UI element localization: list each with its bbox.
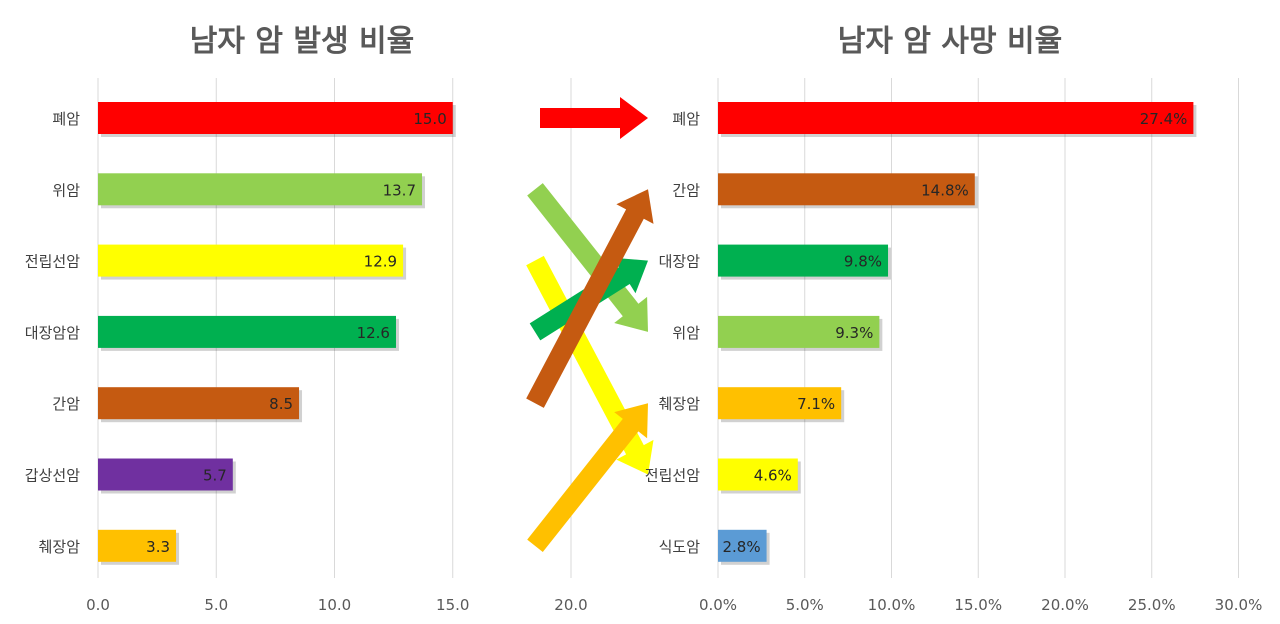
mortality-category-label: 폐암 — [672, 110, 700, 128]
incidence-tick-label: 20.0 — [554, 596, 587, 614]
incidence-bar — [98, 102, 453, 134]
mortality-tick-label: 5.0% — [786, 596, 824, 614]
incidence-chart-title: 남자 암 발생 비율 — [190, 24, 415, 59]
incidence-category-label: 위암 — [52, 181, 80, 199]
incidence-tick-label: 5.0 — [204, 596, 228, 614]
mortality-bar — [718, 244, 889, 277]
connector-arrow — [540, 97, 648, 139]
incidence-tick-label: 10.0 — [318, 596, 351, 614]
incidence-value-label: 5.7 — [203, 467, 227, 485]
incidence-value-label: 12.9 — [364, 253, 397, 271]
incidence-bar — [98, 529, 177, 562]
incidence-value-label: 15.0 — [413, 110, 446, 128]
incidence-bar — [98, 387, 300, 420]
mortality-category-label: 췌장암 — [659, 395, 701, 413]
connector-arrow — [526, 189, 654, 408]
incidence-category-label: 췌장암 — [39, 538, 81, 556]
mortality-category-label: 간암 — [672, 181, 700, 199]
mortality-category-label: 대장암 — [659, 253, 701, 271]
incidence-value-label: 8.5 — [269, 395, 293, 413]
incidence-tick-label: 15.0 — [436, 596, 469, 614]
mortality-bar — [718, 529, 767, 562]
incidence-bar — [98, 244, 404, 277]
mortality-bar — [718, 315, 880, 348]
incidence-value-label: 3.3 — [146, 538, 170, 556]
incidence-bar — [98, 315, 396, 348]
incidence-category-label: 갑상선암 — [25, 467, 80, 485]
mortality-bar — [718, 173, 975, 206]
connector-arrows — [526, 97, 654, 552]
mortality-bar — [718, 458, 798, 491]
mortality-chart-title: 남자 암 사망 비율 — [838, 24, 1063, 59]
mortality-value-label: 4.6% — [754, 467, 792, 485]
mortality-tick-label: 10.0% — [868, 596, 916, 614]
mortality-value-label: 7.1% — [797, 395, 835, 413]
incidence-category-label: 폐암 — [52, 110, 80, 128]
incidence-value-label: 12.6 — [357, 324, 390, 342]
incidence-category-label: 전립선암 — [25, 253, 80, 271]
mortality-tick-label: 25.0% — [1128, 596, 1176, 614]
mortality-value-label: 27.4% — [1140, 110, 1188, 128]
mortality-value-label: 9.8% — [844, 253, 882, 271]
incidence-category-label: 간암 — [52, 395, 80, 413]
incidence-tick-label: 0.0 — [86, 596, 110, 614]
mortality-value-label: 14.8% — [921, 181, 969, 199]
mortality-value-label: 2.8% — [722, 538, 760, 556]
mortality-value-label: 9.3% — [835, 324, 873, 342]
incidence-bar — [98, 173, 423, 206]
mortality-tick-label: 30.0% — [1215, 596, 1263, 614]
mortality-category-label: 위암 — [672, 324, 700, 342]
connector-arrow — [527, 183, 648, 332]
mortality-tick-label: 20.0% — [1041, 596, 1089, 614]
mortality-bar — [718, 387, 842, 420]
bars — [98, 102, 1197, 565]
mortality-bar — [718, 102, 1194, 134]
labels: 0.0 5.0 10.0 15.0 20.0 15.0 폐암 13.7 위암 12.9 전립선암 12… — [25, 110, 1263, 614]
mortality-category-label: 전립선암 — [645, 467, 700, 485]
incidence-value-label: 13.7 — [383, 181, 416, 199]
mortality-tick-label: 0.0% — [699, 596, 737, 614]
connector-arrow — [527, 403, 648, 552]
mortality-tick-label: 15.0% — [954, 596, 1002, 614]
incidence-bar — [98, 458, 233, 491]
incidence-category-label: 대장암암 — [25, 324, 80, 342]
mortality-category-label: 식도암 — [659, 538, 701, 556]
